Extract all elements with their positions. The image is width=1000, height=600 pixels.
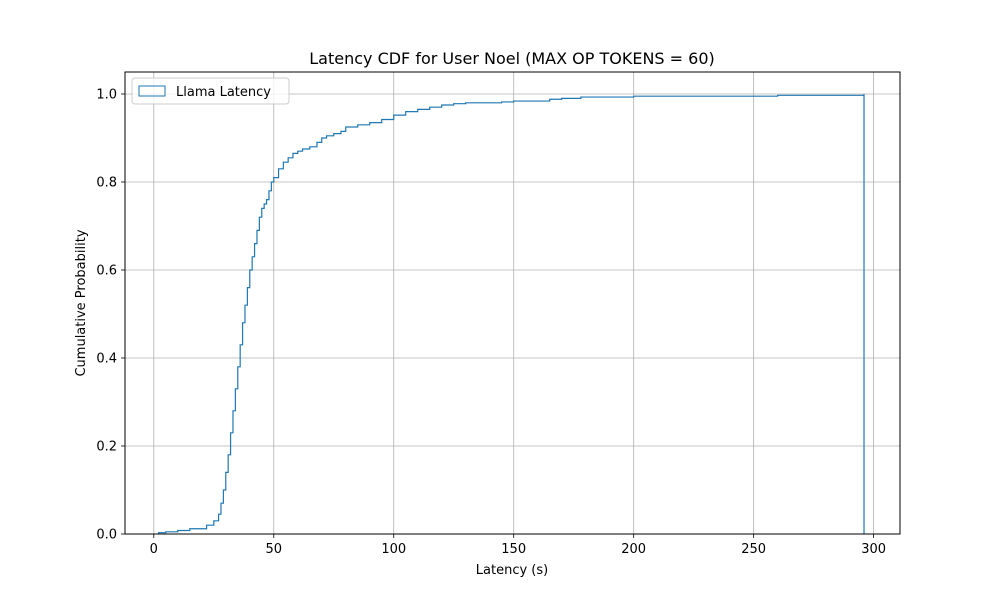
x-tick-label: 200 [621, 542, 646, 557]
legend-label: Llama Latency [176, 85, 271, 100]
x-tick-label: 100 [381, 542, 406, 557]
legend-box [131, 77, 290, 105]
legend: Llama Latency [131, 77, 290, 105]
y-tick-label: 0.0 [96, 528, 117, 543]
y-tick-label: 1.0 [96, 88, 117, 103]
series-layer [157, 94, 865, 534]
y-axis-label: Cumulative Probability [74, 229, 89, 376]
cdf-step-line [157, 94, 865, 534]
x-tick-label: 0 [150, 542, 158, 557]
y-tick-label: 0.6 [96, 264, 117, 279]
x-tick-label: 300 [861, 542, 886, 557]
x-tick-label: 250 [741, 542, 766, 557]
y-tick-label: 0.8 [96, 176, 117, 191]
chart-title: Latency CDF for User Noel (MAX OP TOKENS… [309, 49, 715, 68]
y-tick-label: 0.2 [96, 440, 117, 455]
x-axis-label: Latency (s) [476, 563, 548, 578]
y-tick-label: 0.4 [96, 352, 117, 367]
x-tick-label: 150 [501, 542, 526, 557]
x-tick-label: 50 [265, 542, 282, 557]
legend-swatch [138, 85, 166, 97]
plot-frame [124, 71, 901, 535]
axis-ticks: 0 50 100 150 200 250 300 0.0 0.2 0.4 0.6 0.8 1.0 [96, 88, 886, 558]
